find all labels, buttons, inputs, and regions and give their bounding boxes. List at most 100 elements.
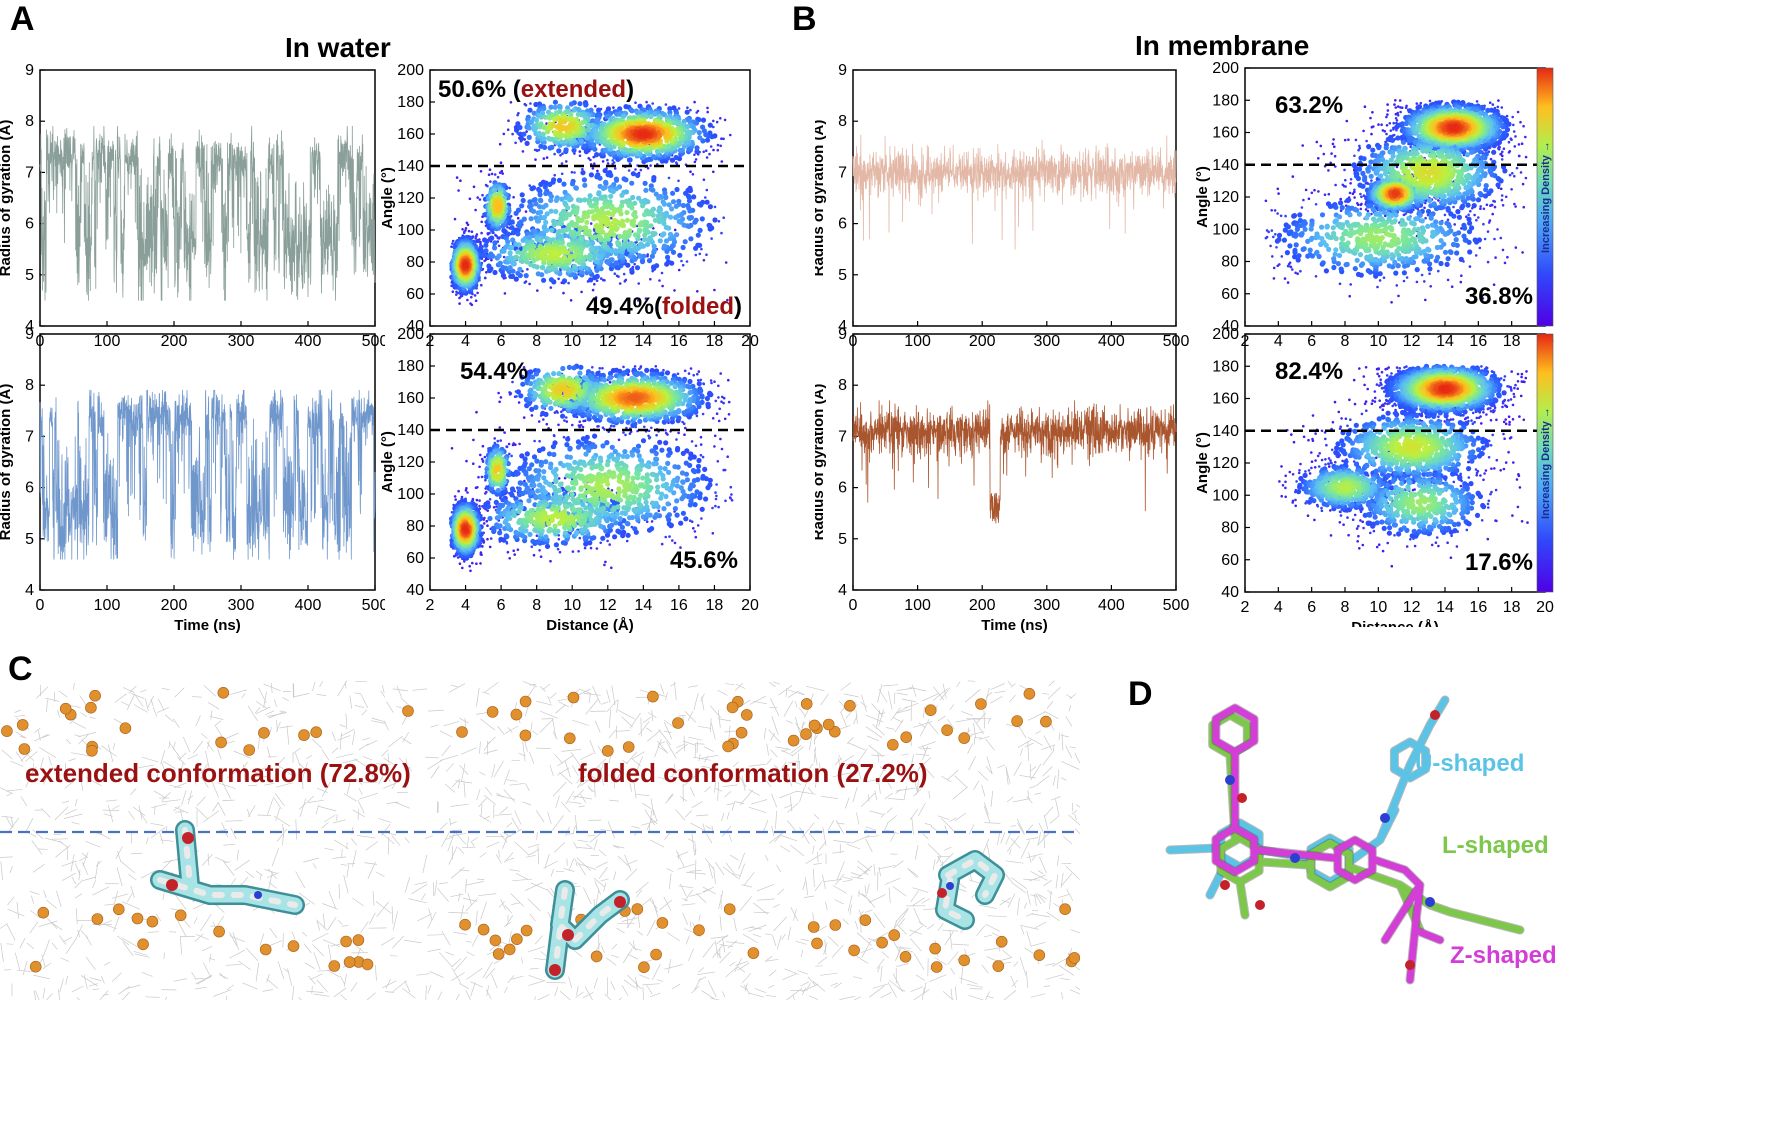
folded-conformation-label: folded conformation (27.2%) (578, 758, 928, 788)
y-tick-label: 100 (397, 486, 424, 503)
x-tick-label: 200 (161, 333, 188, 350)
extended-percentage: 82.4% (1275, 358, 1343, 385)
y-axis-label: Radius of gyration (Å) (815, 120, 827, 277)
rg-trace (852, 134, 1177, 250)
atom (1290, 853, 1300, 863)
y-tick-label: 80 (1221, 520, 1239, 537)
x-tick-label: 18 (1503, 333, 1521, 350)
folded-percentage: 17.6% (1465, 549, 1533, 576)
chart-water-rg-bottom: 0 100 200 300 400 500 4 5 6 7 8 9 Radius of gyration… (0, 326, 385, 634)
atom (1430, 710, 1440, 720)
chart-membrane-rg-bottom: 0 100 200 300 400 500 4 5 6 7 8 9 Radius of gyration… (815, 326, 1190, 634)
x-tick-label: 8 (532, 597, 541, 614)
atom (1237, 793, 1247, 803)
x-tick-label: 10 (563, 333, 581, 350)
density-points (449, 363, 734, 573)
y-tick-label: 7 (838, 428, 847, 445)
y-tick-label: 40 (406, 582, 424, 599)
x-tick-label: 8 (1341, 333, 1350, 350)
y-tick-label: 9 (25, 326, 34, 343)
y-tick-label: 100 (1212, 487, 1239, 504)
x-tick-label: 12 (1403, 333, 1421, 350)
y-tick-label: 7 (25, 164, 34, 181)
y-tick-label: 160 (1212, 391, 1239, 408)
plot-frame (852, 333, 1177, 591)
y-tick-label: 80 (406, 518, 424, 535)
phosphate-beads (1, 687, 1080, 974)
x-tick-label: 200 (969, 597, 996, 614)
x-tick-label: 500 (1163, 597, 1190, 614)
x-tick-label: 2 (1241, 599, 1250, 616)
atom (1220, 880, 1230, 890)
x-tick-label: 12 (599, 597, 617, 614)
x-tick-label: 6 (1307, 599, 1316, 616)
x-tick-label: 400 (1098, 333, 1125, 350)
x-tick-label: 4 (461, 597, 470, 614)
y-tick-label: 200 (1212, 326, 1239, 343)
panel-letter-c: C (8, 650, 33, 688)
colorbar (1536, 333, 1554, 593)
colorbar-label: Increasing Density → (1540, 407, 1552, 519)
chart-membrane-scatter-top: 2468101214161820406080100120140160180200… (1195, 60, 1554, 350)
y-tick-label: 160 (397, 126, 424, 143)
chart-water-scatter-top: 2 4 6 8 10 12 14 16 18 20406080100120140160180200… (380, 62, 759, 350)
y-tick-label: 200 (397, 62, 424, 79)
y-tick-label: 140 (1212, 157, 1239, 174)
x-tick-label: 20 (741, 597, 759, 614)
x-tick-label: 14 (1436, 333, 1454, 350)
x-tick-label: 100 (904, 597, 931, 614)
x-tick-label: 500 (362, 597, 385, 614)
plot-frame (39, 69, 376, 327)
y-tick-label: 9 (25, 62, 34, 79)
y-tick-label: 8 (838, 377, 847, 394)
x-tick-label: 2 (426, 597, 435, 614)
folded-percentage: 36.8% (1465, 283, 1533, 310)
y-tick-label: 60 (406, 286, 424, 303)
x-tick-label: 10 (1369, 333, 1387, 350)
x-tick-label: 400 (295, 333, 322, 350)
x-axis-label: Time (ns) (981, 617, 1047, 634)
y-tick-label: 60 (1221, 286, 1239, 303)
x-tick-label: 10 (563, 597, 581, 614)
y-tick-label: 120 (397, 454, 424, 471)
membrane-title: In membrane (1135, 30, 1310, 61)
y-tick-label: 5 (25, 267, 34, 284)
y-tick-label: 5 (838, 267, 847, 284)
folded-percentage: 49.4%(folded) (586, 293, 742, 320)
x-tick-label: 18 (706, 333, 724, 350)
y-tick-label: 120 (397, 190, 424, 207)
y-tick-label: 140 (397, 158, 424, 175)
x-tick-label: 400 (1098, 597, 1125, 614)
folded-molecule-1 (545, 880, 630, 980)
y-tick-label: 180 (1212, 92, 1239, 109)
x-axis-label: Distance (Å) (1351, 619, 1439, 627)
y-tick-label: 7 (838, 164, 847, 181)
x-tick-label: 300 (228, 333, 255, 350)
y-tick-label: 140 (397, 422, 424, 439)
y-tick-label: 140 (1212, 423, 1239, 440)
panel-letter-b: B (792, 0, 817, 38)
atom (1405, 960, 1415, 970)
y-tick-label: 7 (25, 428, 34, 445)
x-tick-label: 12 (599, 333, 617, 350)
x-tick-label: 8 (1341, 599, 1350, 616)
y-tick-label: 4 (838, 318, 847, 335)
y-tick-label: 8 (25, 377, 34, 394)
y-tick-label: 6 (838, 216, 847, 233)
x-tick-label: 300 (1033, 333, 1060, 350)
x-tick-label: 400 (295, 597, 322, 614)
y-tick-label: 4 (25, 318, 34, 335)
atom (1425, 897, 1435, 907)
l-shaped-molecule (1208, 710, 1525, 935)
x-tick-label: 500 (362, 333, 385, 350)
colorbar-label: Increasing Density → (1540, 141, 1552, 253)
atom (1255, 900, 1265, 910)
conformation-overlay (1165, 695, 1525, 985)
x-tick-label: 6 (497, 333, 506, 350)
y-axis-label: Radius of gyration (Å) (0, 120, 14, 277)
u-shaped-label: U-shaped (1415, 750, 1525, 777)
x-tick-label: 6 (497, 597, 506, 614)
x-tick-label: 0 (36, 597, 45, 614)
y-tick-label: 80 (406, 254, 424, 271)
